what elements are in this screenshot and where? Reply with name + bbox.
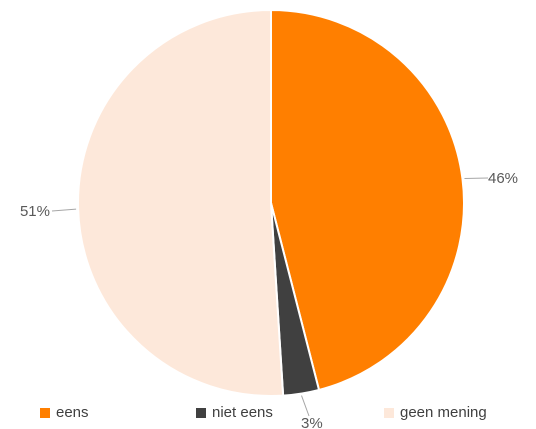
- data-labels: 46% 3% 51%: [20, 170, 518, 429]
- legend-label-eens: eens: [56, 404, 89, 421]
- leader-line-niet-eens: [301, 395, 310, 417]
- legend-swatch-eens: [40, 407, 50, 418]
- data-label-geen-mening: 51%: [20, 203, 50, 220]
- data-label-niet-eens: 3%: [301, 415, 323, 429]
- pie-slice-geen-mening: [77, 8, 285, 397]
- leader-line-geen-mening: [51, 208, 77, 212]
- legend: eens niet eens geen mening: [0, 404, 536, 428]
- legend-label-geen-mening: geen mening: [400, 404, 487, 421]
- legend-swatch-niet-eens: [196, 407, 206, 418]
- leader-line-eens: [464, 177, 489, 180]
- legend-swatch-geen-mening: [384, 407, 394, 418]
- legend-item-niet-eens: niet eens: [196, 404, 273, 421]
- pie-slices: [77, 8, 465, 397]
- legend-label-niet-eens: niet eens: [212, 404, 273, 421]
- legend-item-geen-mening: geen mening: [384, 404, 487, 421]
- pie-slice-eens: [270, 8, 465, 392]
- data-label-eens: 46%: [488, 170, 518, 187]
- legend-item-eens: eens: [40, 404, 89, 421]
